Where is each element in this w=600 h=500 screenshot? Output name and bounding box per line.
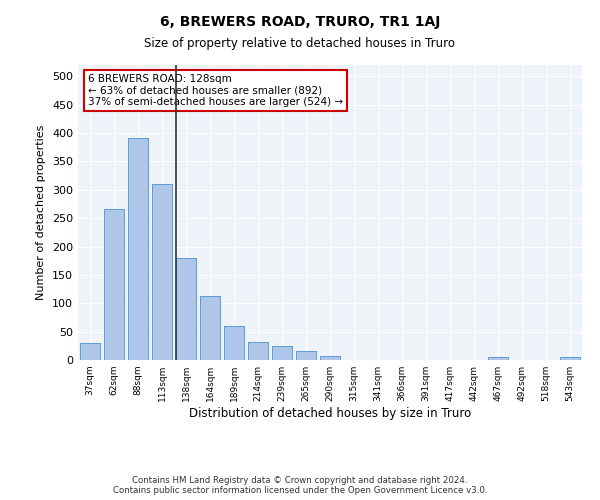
Text: Contains HM Land Registry data © Crown copyright and database right 2024.
Contai: Contains HM Land Registry data © Crown c…: [113, 476, 487, 495]
Bar: [224, 326, 244, 360]
Bar: [248, 342, 268, 360]
Bar: [128, 138, 148, 360]
Bar: [488, 356, 508, 360]
Bar: [200, 296, 220, 360]
Y-axis label: Number of detached properties: Number of detached properties: [37, 125, 46, 300]
Bar: [80, 343, 100, 360]
Text: Size of property relative to detached houses in Truro: Size of property relative to detached ho…: [145, 38, 455, 51]
Bar: [176, 258, 196, 360]
X-axis label: Distribution of detached houses by size in Truro: Distribution of detached houses by size …: [189, 407, 471, 420]
Text: 6 BREWERS ROAD: 128sqm
← 63% of detached houses are smaller (892)
37% of semi-de: 6 BREWERS ROAD: 128sqm ← 63% of detached…: [88, 74, 343, 107]
Bar: [152, 184, 172, 360]
Text: 6, BREWERS ROAD, TRURO, TR1 1AJ: 6, BREWERS ROAD, TRURO, TR1 1AJ: [160, 15, 440, 29]
Bar: [296, 352, 316, 360]
Bar: [320, 356, 340, 360]
Bar: [560, 357, 580, 360]
Bar: [104, 208, 124, 360]
Bar: [272, 346, 292, 360]
